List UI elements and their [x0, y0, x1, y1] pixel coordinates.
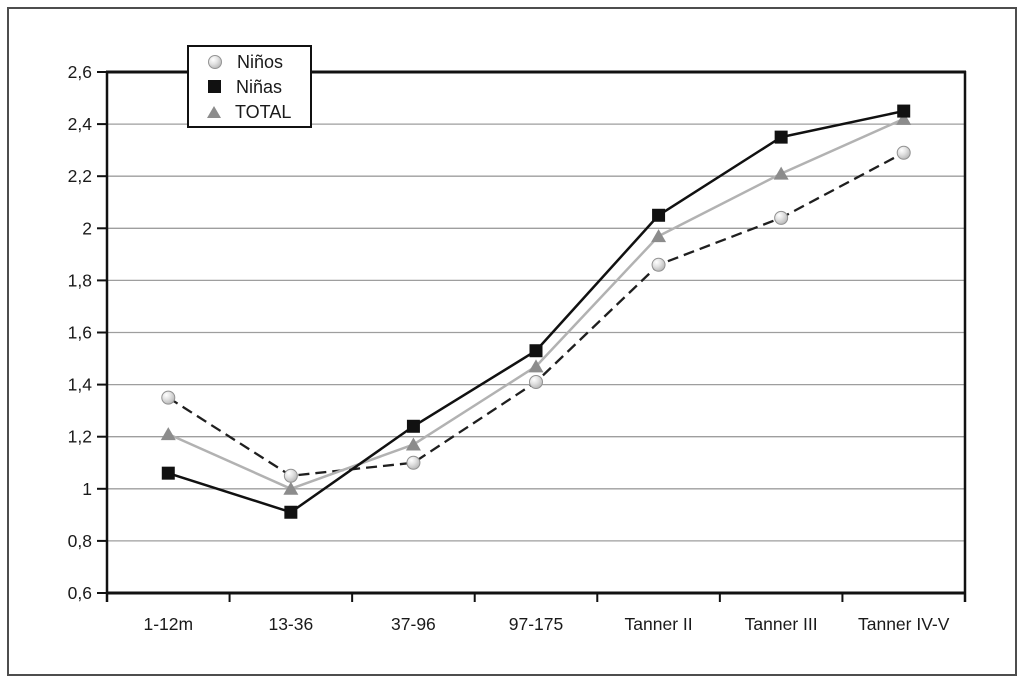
x-axis-category-label: 1-12m [143, 614, 193, 634]
series-line-ninos [167, 151, 905, 477]
y-axis-tick-label: 0,8 [68, 531, 92, 551]
series-line-ninas [167, 109, 904, 514]
data-point-total [160, 427, 176, 441]
data-point-ninos [651, 257, 666, 272]
data-point-ninas [897, 104, 911, 118]
y-axis-tick-label: 2,2 [68, 166, 92, 186]
x-axis-category-label: 13-36 [268, 614, 313, 634]
x-axis-category-label: Tanner II [625, 614, 693, 634]
y-axis-tick-label: 1,8 [68, 270, 92, 290]
legend-item-ninos: Niños [189, 49, 306, 74]
data-point-total [773, 166, 789, 180]
legend-label-ninos: Niños [237, 51, 284, 72]
data-point-ninos [161, 390, 176, 405]
legend-item-ninas: Niñas [189, 74, 306, 99]
triangle-marker-icon [207, 105, 221, 118]
sphere-marker-icon [208, 54, 222, 69]
legend: Niños Niñas TOTAL [187, 45, 312, 128]
data-point-ninos [406, 455, 421, 470]
y-axis-tick-label: 1 [82, 479, 92, 499]
y-axis-tick-label: 2,4 [68, 114, 93, 134]
y-axis-tick-label: 0,6 [68, 583, 92, 603]
x-axis-category-label: Tanner III [745, 614, 818, 634]
square-marker-icon [208, 80, 221, 93]
data-point-ninas [774, 130, 788, 144]
data-point-total [405, 437, 421, 451]
data-point-total [651, 229, 667, 243]
data-point-ninos [283, 468, 298, 483]
data-point-ninas [529, 344, 543, 358]
data-point-ninas [406, 419, 420, 433]
data-point-ninos [529, 374, 543, 389]
data-point-ninas [284, 505, 298, 519]
legend-label-total: TOTAL [235, 101, 292, 122]
data-point-total [283, 481, 299, 495]
figure-border [7, 7, 1017, 676]
data-point-total [528, 359, 544, 373]
x-axis-category-label: Tanner IV-V [858, 614, 950, 634]
series-line-total [167, 117, 905, 491]
x-axis-category-label: 97-175 [509, 614, 564, 634]
legend-item-total: TOTAL [189, 99, 306, 124]
y-axis-tick-label: 1,4 [68, 375, 93, 395]
data-point-ninos [896, 145, 911, 160]
y-axis-tick-label: 1,6 [68, 323, 92, 343]
y-axis-tick-label: 2,6 [68, 62, 92, 82]
y-axis-tick-label: 2 [82, 218, 92, 238]
data-point-ninas [161, 466, 175, 480]
data-point-ninos [774, 210, 789, 225]
data-point-ninas [652, 208, 666, 222]
legend-label-ninas: Niñas [236, 76, 283, 97]
x-axis-category-label: 37-96 [391, 614, 436, 634]
data-point-total [896, 111, 912, 125]
y-axis-tick-label: 1,2 [68, 427, 92, 447]
